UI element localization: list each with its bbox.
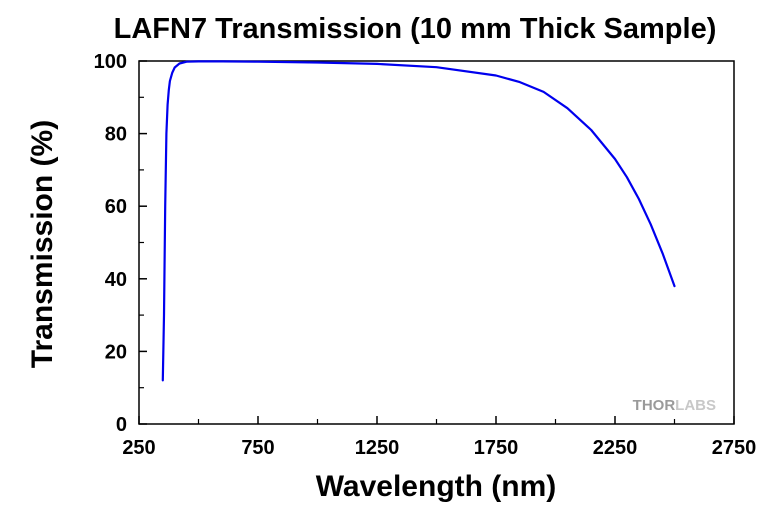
x-tick-label: 2250 bbox=[593, 437, 638, 459]
watermark-logo: THORLABS bbox=[633, 397, 716, 414]
x-tick-label: 1750 bbox=[474, 437, 519, 459]
x-axis-label: Wavelength (nm) bbox=[316, 470, 557, 503]
x-axis-tick-labels: 250 750 1250 1750 2250 2750 bbox=[122, 437, 756, 459]
x-tick-label: 2750 bbox=[712, 437, 757, 459]
x-axis-ticks bbox=[138, 416, 735, 424]
y-tick-label: 60 bbox=[105, 196, 127, 218]
y-axis-label: Transmission (%) bbox=[26, 120, 59, 368]
x-tick-label: 250 bbox=[122, 437, 155, 459]
transmission-curve bbox=[161, 60, 676, 382]
x-tick-label: 1250 bbox=[355, 437, 400, 459]
y-axis-ticks bbox=[139, 60, 147, 425]
y-tick-label: 0 bbox=[116, 414, 127, 436]
y-tick-label: 40 bbox=[105, 269, 127, 291]
y-tick-label: 100 bbox=[94, 51, 127, 73]
watermark-part2: LABS bbox=[675, 397, 716, 414]
chart-title: LAFN7 Transmission (10 mm Thick Sample) bbox=[114, 13, 717, 45]
x-tick-label: 750 bbox=[241, 437, 274, 459]
y-tick-label: 20 bbox=[105, 341, 127, 363]
plot-frame bbox=[138, 60, 735, 425]
watermark-part1: THOR bbox=[633, 397, 676, 414]
y-axis-tick-labels: 0 20 40 60 80 100 bbox=[94, 51, 127, 436]
y-tick-label: 80 bbox=[105, 124, 127, 146]
